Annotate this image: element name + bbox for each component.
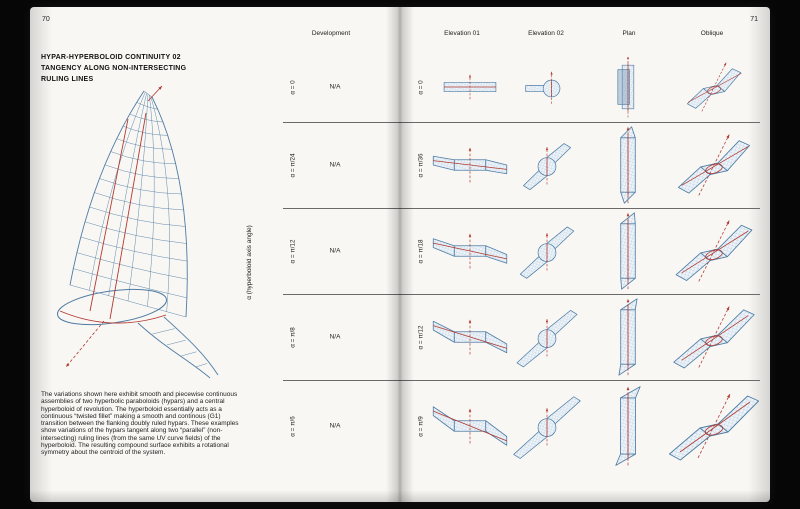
column-header-plan: Plan [622,30,636,37]
table-row: α = 0 N/A α = 0 [30,52,770,122]
page-number-left: 70 [42,16,50,23]
row-alpha-text: α = 0 [289,79,297,95]
row-alpha-label: α = 0 [286,52,300,122]
row-alpha-text: α = π/6 [289,415,297,437]
thumb-elevation02 [508,55,586,119]
thumb-elevation01 [428,55,512,119]
row-beta-label: α = π/36 [414,122,428,208]
thumb-elevation02 [508,297,586,377]
column-header-elevation02: Elevation 02 [528,30,564,37]
thumb-oblique [666,383,762,469]
hyperboloid-figure [48,85,272,379]
thumb-elevation02 [508,383,586,469]
thumb-oblique [666,297,762,377]
thumb-oblique [666,55,762,119]
development-value: N/A [329,83,341,91]
book-spread: 70 Hypar-Hyperboloid Continuity 02 Tange… [30,7,770,502]
page-edge-shadow-right [748,7,770,502]
thumb-elevation02 [508,125,586,205]
row-alpha-label: α = π/6 [286,380,300,472]
thumb-elevation02 [508,211,586,291]
row-alpha-text: α = π/24 [289,153,297,177]
column-header-elevation01: Elevation 01 [444,30,480,37]
table-row: α = π/6 N/A α = π/9 [30,380,770,472]
section-title: Hypar-Hyperboloid Continuity 02 Tangency… [41,53,186,86]
row-beta-label: α = 0 [414,52,428,122]
thumb-oblique [666,125,762,205]
title-line-1: Hypar-Hyperboloid Continuity 02 [41,54,181,61]
row-beta-text: α = π/36 [417,153,425,177]
page-edge-shadow-left [30,7,52,502]
table-row: α = π/8 N/A α = π/12 [30,294,770,380]
row-beta-label: α = π/12 [414,294,428,380]
thumb-plan [598,125,658,205]
body-text: The variations shown here exhibit smooth… [41,391,239,457]
row-beta-text: α = π/12 [417,325,425,349]
thumb-plan [598,211,658,291]
row-beta-text: α = π/9 [417,415,425,437]
row-beta-text: α = π/18 [417,239,425,263]
development-value: N/A [329,247,341,255]
development-value: N/A [329,333,341,341]
thumb-plan [598,383,658,469]
row-beta-label: α = π/9 [414,380,428,472]
row-divider [283,294,760,295]
thumb-plan [598,55,658,119]
thumb-elevation01 [428,211,512,291]
thumb-plan [598,297,658,377]
row-alpha-label: α = π/12 [286,208,300,294]
column-header-development: Development [311,30,351,37]
row-alpha-text: α = π/12 [289,239,297,263]
thumb-elevation01 [428,383,512,469]
book-gutter [386,7,414,502]
thumb-oblique [666,211,762,291]
page-number-right: 71 [750,16,758,23]
row-beta-text: α = 0 [417,79,425,95]
development-value: N/A [329,161,341,169]
column-header-oblique: Oblique [700,30,724,37]
thumb-elevation01 [428,297,512,377]
table-row: α = π/24 N/A α = π/36 [30,122,770,208]
development-value: N/A [329,422,341,430]
title-line-3: ruling lines [41,75,94,83]
row-alpha-label: α = π/24 [286,122,300,208]
row-divider [283,208,760,209]
title-line-2: Tangency along non-intersecting [41,64,187,72]
row-divider [283,122,760,123]
thumb-elevation01 [428,125,512,205]
page-edge-shadow-bottom [30,490,770,502]
row-alpha-text: α = π/8 [289,326,297,348]
table-row: α = π/12 N/A α = π/18 [30,208,770,294]
row-divider [283,380,760,381]
row-beta-label: α = π/18 [414,208,428,294]
row-alpha-label: α = π/8 [286,294,300,380]
